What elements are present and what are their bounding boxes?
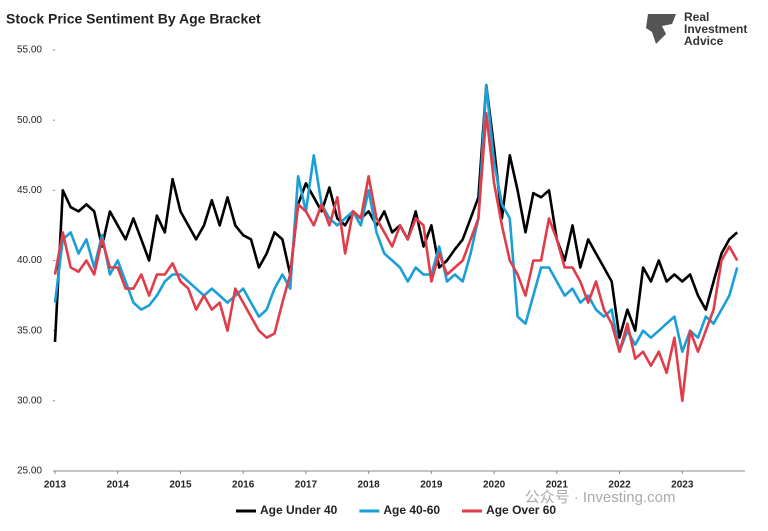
y-tick-label: 50.00	[17, 115, 42, 126]
y-tick-label: 45.00	[17, 185, 42, 196]
x-tick-label: 2023	[671, 480, 694, 491]
legend-label: Age Over 60	[486, 503, 556, 517]
logo-icon	[646, 14, 676, 44]
x-tick-label: 2020	[483, 480, 506, 491]
legend-label: Age 40-60	[383, 503, 440, 517]
x-tick-label: 2019	[420, 480, 443, 491]
series-line	[53, 111, 739, 403]
y-tick-label: 30.00	[17, 395, 42, 406]
x-tick-label: 2013	[44, 480, 67, 491]
series-line	[53, 83, 739, 342]
y-tick-label: 35.00	[17, 325, 42, 336]
chart-title: Stock Price Sentiment By Age Bracket	[6, 11, 261, 27]
x-tick-label: 2018	[358, 480, 381, 491]
x-tick-label: 2017	[295, 480, 318, 491]
brand-text: Advice	[684, 34, 724, 48]
brand-text: Real	[684, 10, 709, 24]
y-tick-label: 55.00	[17, 45, 42, 56]
y-tick-label: 25.00	[17, 466, 42, 477]
watermark: 公众号 · Investing.com	[525, 489, 676, 506]
legend-label: Age Under 40	[260, 503, 338, 517]
x-tick-label: 2021	[546, 480, 569, 491]
y-tick-label: 40.00	[17, 255, 42, 266]
x-tick-label: 2014	[107, 480, 130, 491]
logo: Real Investment Advice	[646, 10, 747, 48]
x-tick-label: 2016	[232, 480, 255, 491]
x-tick-label: 2022	[608, 480, 631, 491]
brand-text: Investment	[684, 22, 747, 36]
x-tick-label: 2015	[169, 480, 192, 491]
